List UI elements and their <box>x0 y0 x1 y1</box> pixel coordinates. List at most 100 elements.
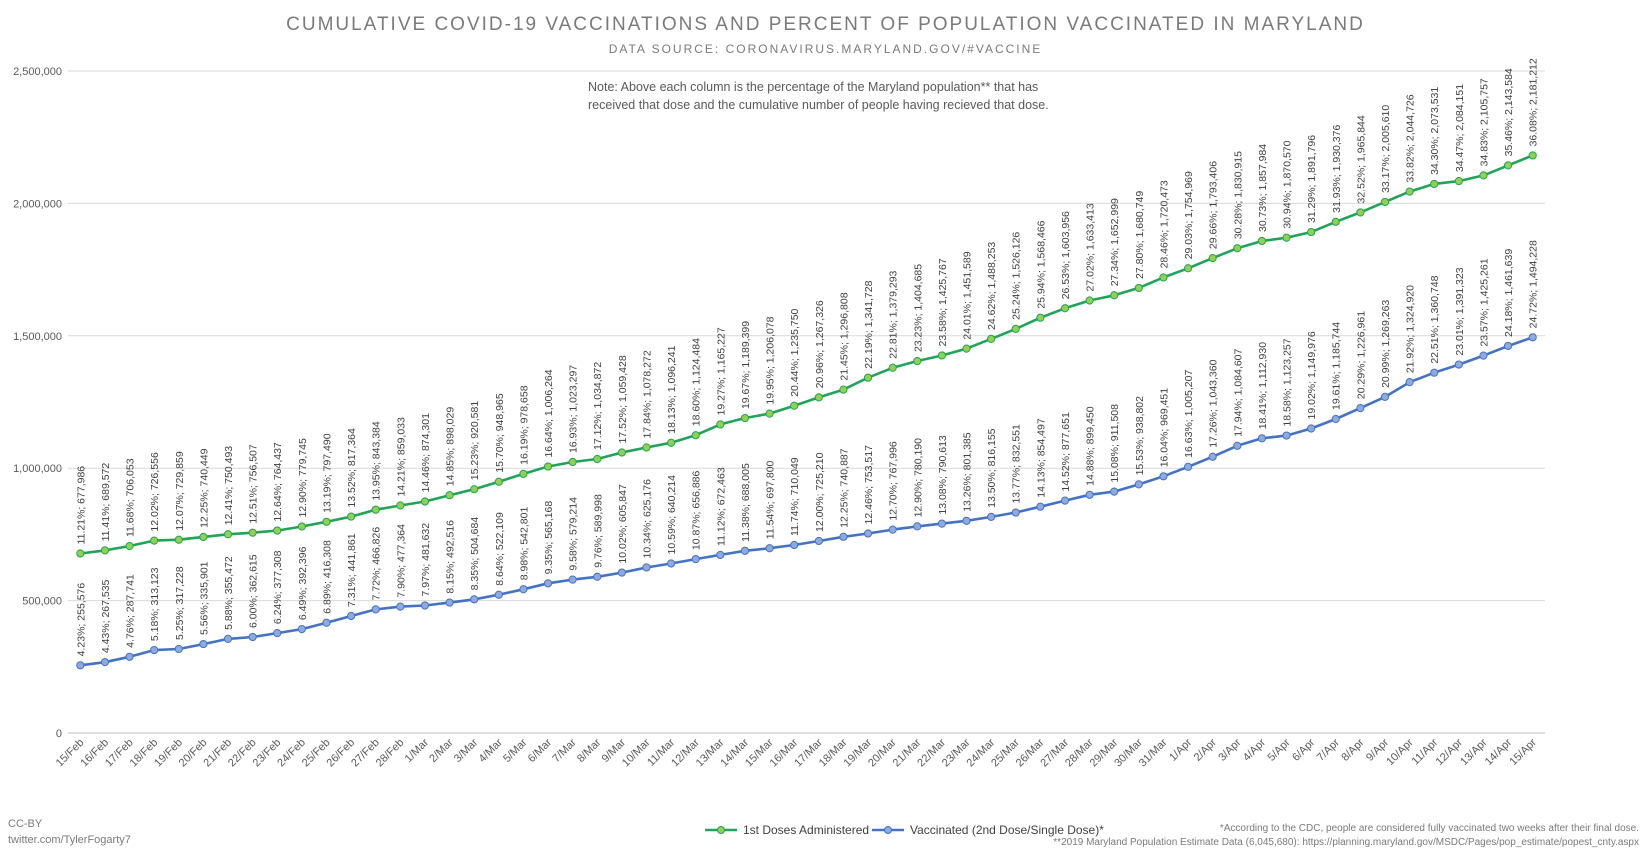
data-label-first-dose: 20.44%; 1,235,750 <box>789 308 801 396</box>
data-point-first-dose <box>297 522 306 531</box>
data-point-vaccinated <box>1380 392 1390 401</box>
note-line-1: Note: Above each column is the percentag… <box>588 80 1039 94</box>
data-label-first-dose: 13.52%; 817,364 <box>346 428 358 508</box>
data-point-first-dose <box>888 363 897 372</box>
data-point-vaccinated <box>691 554 700 564</box>
footer-twitter: twitter.com/TylerFogarty7 <box>8 834 131 846</box>
data-point-first-dose <box>1036 313 1045 322</box>
data-point-first-dose <box>371 505 380 514</box>
data-label-first-dose: 27.34%; 1,652,999 <box>1109 198 1121 286</box>
data-point-vaccinated <box>962 516 971 525</box>
data-point-first-dose <box>1085 296 1094 305</box>
data-label-vaccinated: 11.12%; 672,463 <box>715 467 727 546</box>
data-label-first-dose: 13.95%; 843,384 <box>371 421 383 501</box>
data-label-first-dose: 22.19%; 1,341,728 <box>863 280 875 368</box>
data-label-vaccinated: 12.46%; 753,517 <box>863 445 875 525</box>
data-label-first-dose: 28.46%; 1,720,473 <box>1158 180 1170 268</box>
data-label-vaccinated: 21.92%; 1,324,920 <box>1405 285 1417 373</box>
data-label-vaccinated: 16.63%; 1,005,207 <box>1183 370 1195 458</box>
data-label-first-dose: 27.02%; 1,633,413 <box>1085 203 1097 291</box>
data-label-vaccinated: 12.90%; 780,190 <box>912 438 924 518</box>
data-label-vaccinated: 7.31%; 441,861 <box>346 533 358 607</box>
data-point-vaccinated <box>1233 441 1242 450</box>
data-point-vaccinated <box>790 540 799 550</box>
data-label-vaccinated: 19.02%; 1,149,976 <box>1306 331 1318 419</box>
x-tick-label: 28/Feb <box>374 737 407 770</box>
data-point-vaccinated <box>937 519 946 528</box>
x-tick-label: 4/Apr <box>1241 736 1268 763</box>
x-tick-label: 5/Apr <box>1266 736 1293 763</box>
data-point-first-dose <box>223 530 233 539</box>
data-point-first-dose <box>322 517 331 526</box>
data-point-first-dose <box>273 526 282 535</box>
data-label-first-dose: 14.21%; 859,033 <box>395 417 407 497</box>
data-label-vaccinated: 18.58%; 1,123,257 <box>1282 338 1294 426</box>
chart-title: CUMULATIVE COVID-19 VACCINATIONS AND PER… <box>286 14 1365 35</box>
data-label-first-dose: 33.17%; 2,005,610 <box>1380 105 1392 193</box>
data-point-vaccinated <box>839 532 848 541</box>
x-tick-label: 31/Mar <box>1137 736 1170 769</box>
data-point-first-dose <box>543 462 553 471</box>
data-label-vaccinated: 4.76%; 287,741 <box>125 574 137 648</box>
data-point-first-dose <box>1503 161 1513 170</box>
data-point-vaccinated <box>346 611 356 621</box>
data-label-first-dose: 11.41%; 689,572 <box>100 463 112 542</box>
data-point-vaccinated <box>1183 462 1193 471</box>
data-point-vaccinated <box>1134 480 1143 489</box>
data-point-vaccinated <box>1060 496 1070 505</box>
data-label-vaccinated: 10.02%; 605,847 <box>617 484 629 564</box>
legend-label-first-doses: 1st Doses Administered <box>743 823 870 837</box>
data-point-vaccinated <box>396 602 405 611</box>
data-point-vaccinated <box>987 512 996 521</box>
data-point-vaccinated <box>863 529 873 538</box>
data-label-vaccinated: 4.43%; 267,535 <box>100 579 112 653</box>
data-point-vaccinated <box>617 568 626 577</box>
data-label-first-dose: 11.68%; 706,053 <box>125 458 137 537</box>
y-tick-label: 2,000,000 <box>13 198 62 210</box>
data-point-vaccinated <box>519 585 528 594</box>
data-label-first-dose: 17.52%; 1,059,428 <box>617 355 629 443</box>
data-point-first-dose <box>1183 264 1193 273</box>
data-label-vaccinated: 16.04%; 969,451 <box>1158 388 1170 468</box>
data-point-vaccinated <box>568 575 577 584</box>
data-label-first-dose: 19.95%; 1,206,078 <box>765 316 777 404</box>
data-label-vaccinated: 5.25%; 317,228 <box>174 566 186 640</box>
data-label-vaccinated: 23.01%; 1,391,323 <box>1454 267 1466 355</box>
data-point-first-dose <box>667 438 676 447</box>
data-point-vaccinated <box>125 652 134 661</box>
data-label-first-dose: 24.01%; 1,451,589 <box>962 251 974 339</box>
data-point-first-dose <box>1380 197 1390 207</box>
data-label-vaccinated: 14.52%; 877,651 <box>1060 412 1072 492</box>
x-tick-label: 3/Apr <box>1216 736 1243 763</box>
data-point-first-dose <box>1356 208 1365 217</box>
data-point-first-dose <box>445 491 454 500</box>
data-label-first-dose: 12.64%; 764,437 <box>272 442 284 522</box>
data-point-first-dose <box>1060 304 1070 313</box>
data-point-first-dose <box>248 528 257 537</box>
data-label-first-dose: 15.70%; 948,965 <box>494 393 506 473</box>
data-point-vaccinated <box>1503 341 1513 351</box>
data-label-first-dose: 17.12%; 1,034,872 <box>592 362 604 450</box>
data-point-vaccinated <box>1331 414 1340 424</box>
data-point-first-dose <box>863 373 873 382</box>
data-point-vaccinated <box>1011 508 1020 517</box>
x-tick-label: 2/Apr <box>1192 736 1219 763</box>
data-point-first-dose <box>716 420 725 429</box>
data-label-vaccinated: 5.56%; 335,901 <box>198 561 210 635</box>
data-point-first-dose <box>470 485 479 494</box>
data-label-vaccinated: 9.76%; 589,998 <box>592 494 604 568</box>
x-tick-label: 14/Apr <box>1483 736 1515 768</box>
data-label-first-dose: 31.29%; 1,891,796 <box>1306 135 1318 223</box>
data-label-vaccinated: 9.35%; 565,168 <box>543 501 555 575</box>
data-point-first-dose <box>790 401 799 410</box>
data-label-vaccinated: 17.94%; 1,084,607 <box>1232 348 1244 436</box>
data-label-first-dose: 12.51%; 756,507 <box>248 444 260 524</box>
data-point-first-dose <box>765 409 774 418</box>
data-point-vaccinated <box>420 601 430 610</box>
chart-subtitle: DATA SOURCE: CORONAVIRUS.MARYLAND.GOV/#V… <box>608 42 1043 56</box>
legend-swatch-first-doses <box>705 826 737 834</box>
data-label-vaccinated: 18.41%; 1,112,930 <box>1257 342 1269 430</box>
data-point-first-dose <box>346 512 356 521</box>
data-point-first-dose <box>962 344 971 353</box>
data-point-vaccinated <box>814 536 823 546</box>
